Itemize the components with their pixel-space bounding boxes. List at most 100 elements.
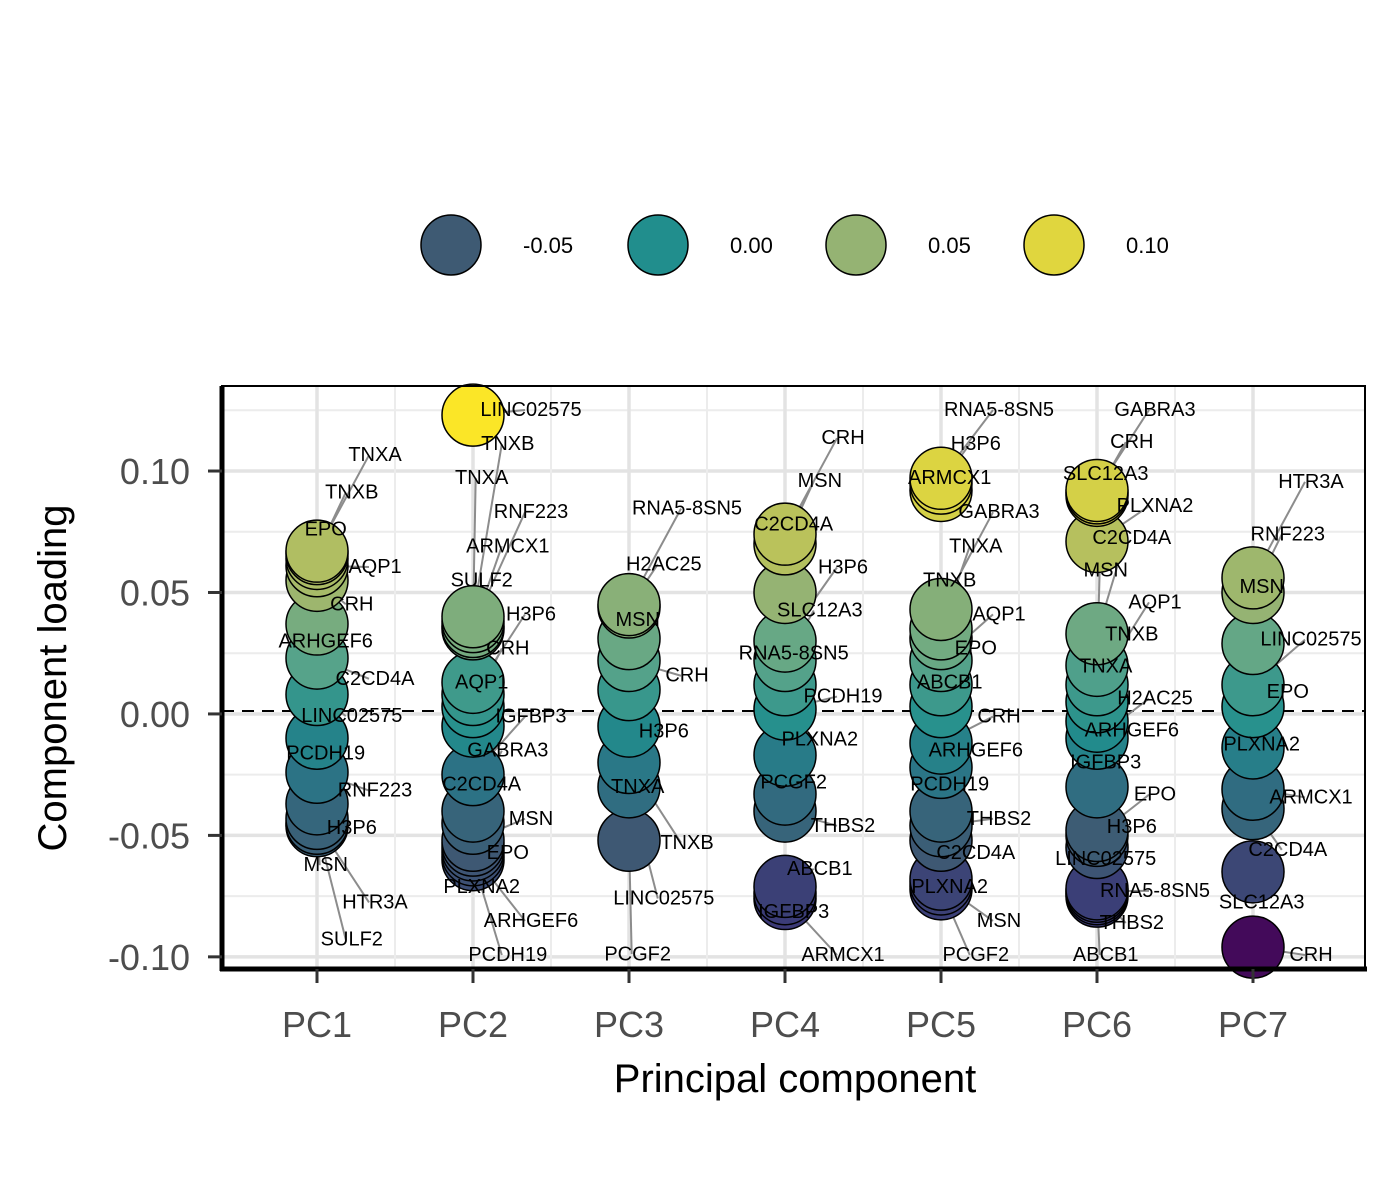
gene-label-pc4-rna5-8sn5: RNA5-8SN5	[739, 643, 849, 665]
gene-label-pc6-c2cd4a: C2CD4A	[1092, 527, 1172, 549]
gene-label-pc2-plxna2: PLXNA2	[443, 876, 520, 898]
gene-label-pc3-rna5-8sn5: RNA5-8SN5	[632, 498, 742, 520]
data-points	[285, 383, 1285, 979]
gene-label-pc5-armcx1: ARMCX1	[908, 467, 991, 489]
gene-label-pc6-crh: CRH	[1110, 431, 1153, 453]
x-tick-label: PC6	[1062, 1004, 1132, 1045]
gene-label-pc1-msn: MSN	[303, 854, 347, 876]
gene-label-pc5-arhgef6: ARHGEF6	[929, 740, 1023, 762]
gene-label-pc2-h3p6: H3P6	[506, 603, 556, 625]
gene-label-pc6-aqp1: AQP1	[1128, 591, 1181, 613]
gene-label-pc6-slc12a3: SLC12A3	[1063, 463, 1149, 485]
gene-label-pc5-rna5-8sn5: RNA5-8SN5	[944, 399, 1054, 421]
gene-label-pc2-linc02575: LINC02575	[480, 399, 581, 421]
point-pc7-slc12a3	[1221, 840, 1285, 904]
gene-label-pc3-h2ac25: H2AC25	[626, 553, 702, 575]
point-pc5-gabra3	[909, 577, 973, 642]
legend-label: -0.05	[523, 233, 573, 258]
gene-label-pc1-tnxb: TNXB	[325, 481, 378, 503]
gene-labels: TNXATNXBEPOAQP1CRHARHGEF6C2CD4ALINC02575…	[278, 399, 1361, 966]
legend-label: 0.05	[928, 233, 971, 258]
x-tick-label: PC2	[438, 1004, 508, 1045]
x-tick-label: PC5	[906, 1004, 976, 1045]
gene-label-pc5-c2cd4a: C2CD4A	[936, 842, 1016, 864]
gene-label-pc2-crh: CRH	[486, 637, 529, 659]
gene-label-pc1-rnf223: RNF223	[338, 780, 412, 802]
y-tick-label: 0.10	[120, 451, 190, 492]
gene-label-pc5-tnxb: TNXB	[923, 569, 976, 591]
gene-label-pc4-igfbp3: IGFBP3	[758, 901, 829, 923]
y-tick-label: -0.05	[108, 815, 190, 856]
gene-label-pc6-abcb1: ABCB1	[1073, 944, 1139, 966]
gene-label-pc7-htr3a: HTR3A	[1278, 471, 1344, 493]
gene-label-pc2-epo: EPO	[487, 842, 529, 864]
gene-label-pc7-msn: MSN	[1239, 576, 1283, 598]
gene-label-pc4-slc12a3: SLC12A3	[777, 599, 863, 621]
gene-label-pc5-tnxa: TNXA	[949, 535, 1003, 557]
gene-label-pc7-c2cd4a: C2CD4A	[1248, 839, 1328, 861]
point-pc1-tnxa	[285, 519, 349, 583]
legend-label: 0.00	[730, 233, 773, 258]
gene-label-pc1-tnxa: TNXA	[348, 444, 402, 466]
point-pc7-htr3a	[1221, 546, 1285, 610]
gene-label-pc1-arhgef6: ARHGEF6	[278, 631, 372, 653]
gene-label-pc5-msn: MSN	[977, 910, 1021, 932]
gene-label-pc6-h2ac25: H2AC25	[1117, 688, 1193, 710]
point-pc5-rna5-8sn5	[909, 446, 973, 511]
gene-label-pc6-tnxb: TNXB	[1105, 623, 1158, 645]
gene-label-pc1-c2cd4a: C2CD4A	[336, 668, 416, 690]
gene-label-pc2-sulf2: SULF2	[451, 569, 513, 591]
gene-label-pc1-aqp1: AQP1	[348, 556, 401, 578]
gene-label-pc7-rnf223: RNF223	[1251, 523, 1325, 545]
gene-label-pc6-igfbp3: IGFBP3	[1070, 752, 1141, 774]
x-tick-label: PC1	[282, 1004, 352, 1045]
gene-label-pc3-linc02575: LINC02575	[613, 888, 714, 910]
point-pc2-linc02575	[441, 383, 505, 447]
gene-label-pc4-crh: CRH	[821, 427, 864, 449]
gene-label-pc6-h3p6: H3P6	[1107, 816, 1157, 838]
legend-label: 0.10	[1126, 233, 1169, 258]
gene-label-pc7-crh: CRH	[1289, 944, 1332, 966]
gene-label-pc2-tnxb: TNXB	[481, 433, 534, 455]
gene-label-pc2-msn: MSN	[509, 808, 553, 830]
gene-label-pc7-plxna2: PLXNA2	[1223, 734, 1300, 756]
gene-label-pc3-crh: CRH	[665, 665, 708, 687]
gene-label-pc1-linc02575: LINC02575	[301, 705, 402, 727]
gene-label-pc2-tnxa: TNXA	[455, 467, 509, 489]
gene-label-pc1-h3p6: H3P6	[327, 817, 377, 839]
point-pc3-rna5-8sn5	[597, 572, 661, 637]
x-axis-title: Principal component	[614, 1057, 976, 1101]
gene-label-pc5-plxna2: PLXNA2	[911, 876, 988, 898]
x-axis-ticks: PC1 PC2 PC3 PC4 PC5 PC6 PC7	[282, 969, 1288, 1045]
x-tick-label: PC3	[594, 1004, 664, 1045]
gene-label-pc4-thbs2: THBS2	[811, 815, 875, 837]
point-pc2-tnxb	[441, 585, 505, 649]
y-tick-label: 0.00	[120, 694, 190, 735]
gene-label-pc6-plxna2: PLXNA2	[1117, 495, 1194, 517]
gene-label-pc3-msn: MSN	[615, 609, 659, 631]
y-axis-ticks: 0.10 0.05 0.00 -0.05 -0.10	[108, 451, 222, 978]
gene-label-pc5-thbs2: THBS2	[967, 808, 1031, 830]
gene-label-pc2-gabra3: GABRA3	[467, 740, 548, 762]
legend-key	[825, 214, 887, 276]
point-pc6-c2cd4a	[1065, 602, 1129, 666]
gene-label-pc3-tnxb: TNXB	[660, 832, 713, 854]
gene-label-pc6-linc02575: LINC02575	[1055, 848, 1156, 870]
y-axis-title: Component loading	[31, 505, 75, 852]
y-tick-label: 0.05	[120, 572, 190, 613]
gene-label-pc4-pcgf2: PCGF2	[760, 772, 827, 794]
gene-label-pc7-linc02575: LINC02575	[1260, 629, 1361, 651]
gene-label-pc3-h3p6: H3P6	[639, 720, 689, 742]
gene-label-pc4-abcb1: ABCB1	[787, 858, 853, 880]
gene-label-pc5-h3p6: H3P6	[951, 433, 1001, 455]
gene-label-pc3-pcgf2: PCGF2	[604, 943, 671, 965]
gene-label-pc4-pcdh19: PCDH19	[804, 686, 883, 708]
gene-label-pc6-tnxa: TNXA	[1079, 655, 1133, 677]
gene-label-pc5-crh: CRH	[977, 706, 1020, 728]
point-pc4-crh	[753, 502, 817, 566]
gene-label-pc6-msn: MSN	[1083, 559, 1127, 581]
gene-label-pc4-h3p6: H3P6	[818, 556, 868, 578]
gene-label-pc1-epo: EPO	[305, 519, 347, 541]
gene-label-pc2-igfbp3: IGFBP3	[495, 706, 566, 728]
